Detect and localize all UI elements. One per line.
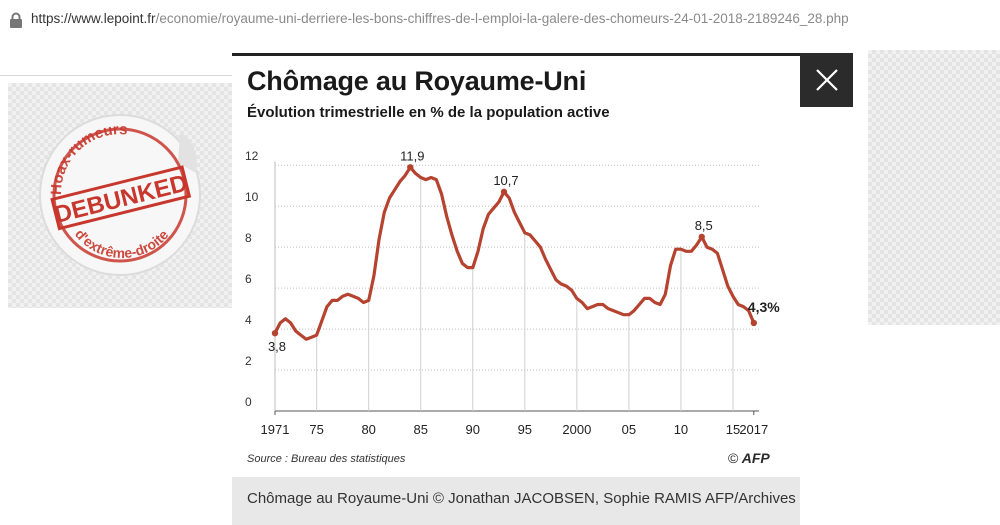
- data-point-marker: [500, 188, 508, 196]
- copyright-symbol: ©: [728, 450, 739, 466]
- x-tick-label: 15: [726, 422, 740, 437]
- close-icon: [816, 69, 838, 91]
- data-point-marker: [750, 319, 757, 327]
- chart-subtitle: Évolution trimestrielle en % de la popul…: [247, 104, 610, 121]
- y-tick-label: 10: [245, 190, 259, 204]
- data-point-marker: [407, 164, 414, 171]
- x-tick-label: 90: [466, 422, 480, 437]
- address-bar[interactable]: https://www.lepoint.fr/economie/royaume-…: [0, 0, 1000, 40]
- x-tick-label: 85: [413, 422, 427, 437]
- x-tick-label: 2017: [739, 422, 768, 437]
- y-tick-label: 4: [245, 313, 252, 327]
- x-tick-label: 10: [674, 422, 688, 437]
- line-chart: 0 2 4 6 8 10 12 1971 75 80 85 90 95 2000 05 10 15 2017 3,8…: [245, 148, 780, 437]
- data-label: 3,8: [268, 339, 286, 354]
- chart-title: Chômage au Royaume-Uni: [247, 66, 587, 96]
- data-point-marker: [698, 233, 705, 241]
- url-text[interactable]: https://www.lepoint.fr/economie/royaume-…: [31, 11, 849, 26]
- afp-credit: © AFP: [728, 450, 770, 466]
- y-tick-label: 8: [245, 231, 252, 245]
- data-label: 11,9: [400, 148, 424, 163]
- series-line: [273, 165, 756, 341]
- data-label: 4,3%: [748, 299, 780, 315]
- lightbox-top-border: [232, 53, 800, 56]
- image-lightbox: [232, 53, 800, 525]
- close-button[interactable]: [800, 53, 853, 107]
- y-tick-label: 2: [245, 354, 252, 368]
- x-tick-label: 80: [361, 422, 375, 437]
- x-tick-label: 75: [309, 422, 323, 437]
- y-tick-label: 0: [245, 395, 252, 409]
- image-caption: Chômage au Royaume-Uni © Jonathan JACOBS…: [232, 477, 800, 525]
- url-host: https://www.lepoint.fr: [31, 11, 156, 26]
- data-label: 10,7: [493, 173, 518, 188]
- x-tick-label: 95: [518, 422, 532, 437]
- chart-source: Source : Bureau des statistiques: [247, 453, 406, 465]
- x-tick-label: 1971: [261, 422, 290, 437]
- data-point-marker: [271, 329, 279, 337]
- page-divider-left: [0, 75, 232, 76]
- url-path: /economie/royaume-uni-derriere-les-bons-…: [155, 11, 849, 26]
- data-label: 8,5: [695, 218, 713, 233]
- y-tick-label: 6: [245, 272, 252, 286]
- lock-icon: [10, 12, 22, 28]
- y-tick-label: 12: [245, 149, 259, 163]
- afp-logo: AFP: [741, 450, 770, 466]
- background-panel-right: [868, 50, 1000, 325]
- debunked-sticker: Hoax-rumeurs DEBUNKED d'extrême-droite: [39, 114, 201, 276]
- x-tick-label: 2000: [562, 422, 591, 437]
- x-tick-label: 05: [622, 422, 636, 437]
